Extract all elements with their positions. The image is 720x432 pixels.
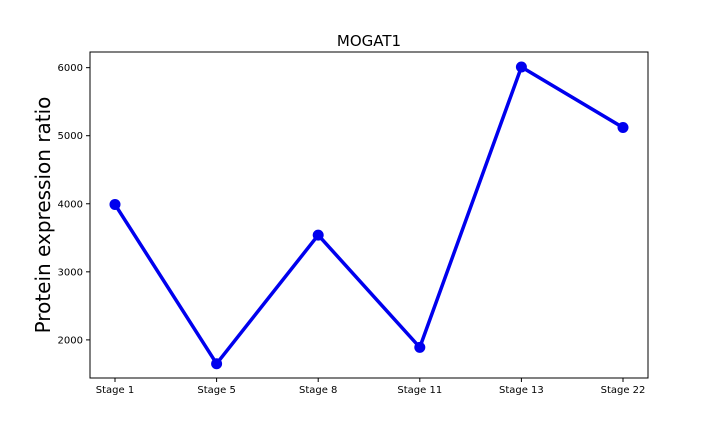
- series-line-group: [109, 61, 629, 370]
- y-axis-label: Protein expression ratio: [31, 97, 55, 334]
- x-tick-label: Stage 13: [499, 385, 544, 396]
- x-tick-label: Stage 11: [397, 385, 442, 396]
- data-point: [414, 341, 426, 353]
- x-tick-label: Stage 8: [299, 385, 337, 396]
- y-tick-label: 5000: [58, 131, 83, 142]
- x-tick-label: Stage 22: [601, 385, 646, 396]
- plot-area: [89, 51, 649, 379]
- y-tick-label: 3000: [58, 267, 83, 278]
- y-tick-label: 2000: [58, 335, 83, 346]
- data-point: [312, 229, 324, 241]
- x-tick-label: Stage 1: [96, 385, 134, 396]
- data-point: [211, 358, 223, 370]
- x-axis: Stage 1 Stage 5 Stage 8 Stage 11 Stage 13 Sta…: [96, 378, 646, 396]
- y-axis: 2000 3000 4000 5000 6000: [58, 63, 90, 346]
- y-tick-label: 6000: [58, 63, 83, 74]
- data-point: [617, 122, 629, 134]
- chart-title: MOGAT1: [337, 32, 401, 50]
- y-tick-label: 4000: [58, 199, 83, 210]
- data-point: [109, 198, 121, 210]
- data-point: [515, 61, 527, 73]
- series-line: [113, 65, 624, 366]
- x-tick-label: Stage 5: [197, 385, 235, 396]
